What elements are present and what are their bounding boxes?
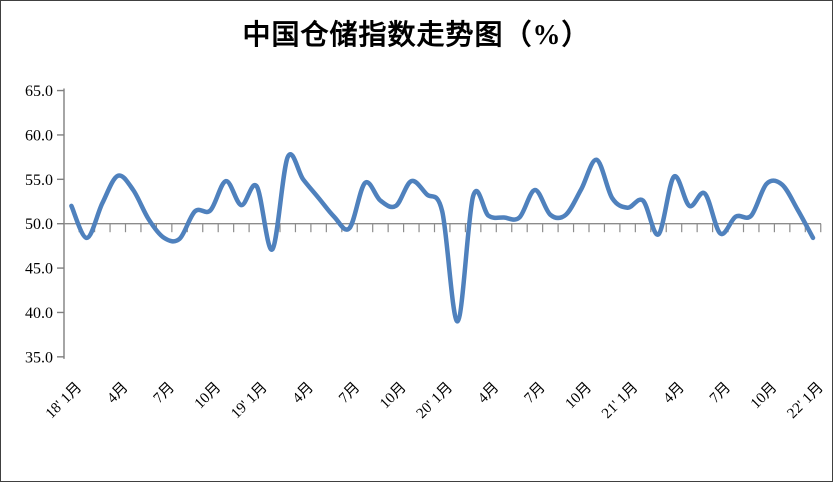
x-axis-label: 10月 xyxy=(748,380,781,413)
x-axis-label: 7月 xyxy=(521,380,548,407)
x-axis-label: 4月 xyxy=(290,380,317,407)
x-axis-label: 10月 xyxy=(563,380,596,413)
y-axis-label: 55.0 xyxy=(25,172,53,189)
x-axis-label: 19' 1月 xyxy=(228,380,270,422)
y-axis-label: 65.0 xyxy=(25,83,53,100)
x-axis-label: 10月 xyxy=(377,380,410,413)
y-axis-label: 35.0 xyxy=(25,349,53,366)
y-axis-label: 50.0 xyxy=(25,216,53,233)
y-axis-label: 40.0 xyxy=(25,305,53,322)
y-axis-label: 60.0 xyxy=(25,127,53,144)
x-axis-label: 4月 xyxy=(104,380,131,407)
x-axis-label: 21' 1月 xyxy=(599,380,641,422)
chart-title: 中国仓储指数走势图（%） xyxy=(242,20,591,51)
x-axis-label: 7月 xyxy=(151,380,178,407)
x-axis-label: 18' 1月 xyxy=(43,380,85,422)
y-axis-label: 45.0 xyxy=(25,261,53,278)
index-series-line xyxy=(69,152,816,324)
x-axis-label: 10月 xyxy=(192,380,225,413)
x-axis-label: 7月 xyxy=(707,380,734,407)
x-axis-label: 7月 xyxy=(336,380,363,407)
x-axis-label: 4月 xyxy=(475,380,502,407)
x-axis-label: 20' 1月 xyxy=(414,380,456,422)
x-axis-label: 4月 xyxy=(661,380,688,407)
x-axis-label: 22' 1月 xyxy=(784,380,826,422)
